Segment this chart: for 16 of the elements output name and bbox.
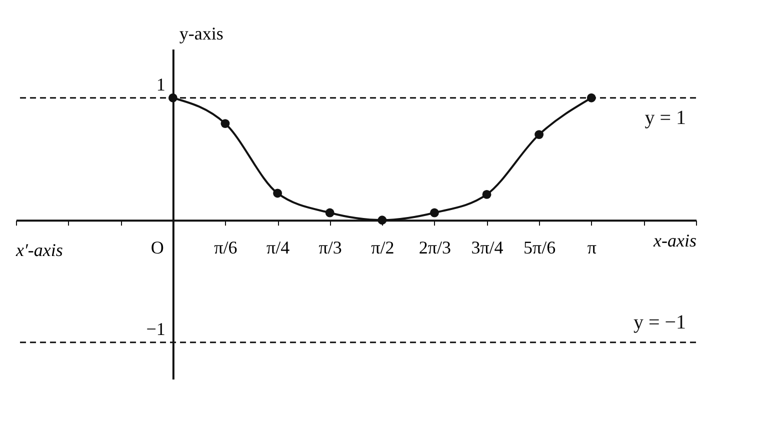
y-axis-title: y-axis xyxy=(179,24,224,44)
x-tick-label: 3π/4 xyxy=(471,238,504,258)
x-tick-label: π xyxy=(587,238,596,258)
x-tick-label: O xyxy=(150,238,164,258)
annotation: x′-axis xyxy=(15,240,63,260)
ref-line-label: y = 1 xyxy=(644,106,686,129)
x-tick-label: 2π/3 xyxy=(418,238,452,258)
ref-line-label: y = −1 xyxy=(633,311,686,334)
x-tick-label: π/3 xyxy=(318,238,342,258)
x-tick-label: π/6 xyxy=(214,238,238,258)
y-tick-label: −1 xyxy=(146,318,166,339)
x-tick-label: 5π/6 xyxy=(524,238,556,258)
x-tick-label: π/2 xyxy=(371,238,394,258)
y-tick-label: 1 xyxy=(156,74,166,94)
x-axis-title: x-axis xyxy=(652,230,696,251)
x-tick-label: π/4 xyxy=(266,238,290,258)
